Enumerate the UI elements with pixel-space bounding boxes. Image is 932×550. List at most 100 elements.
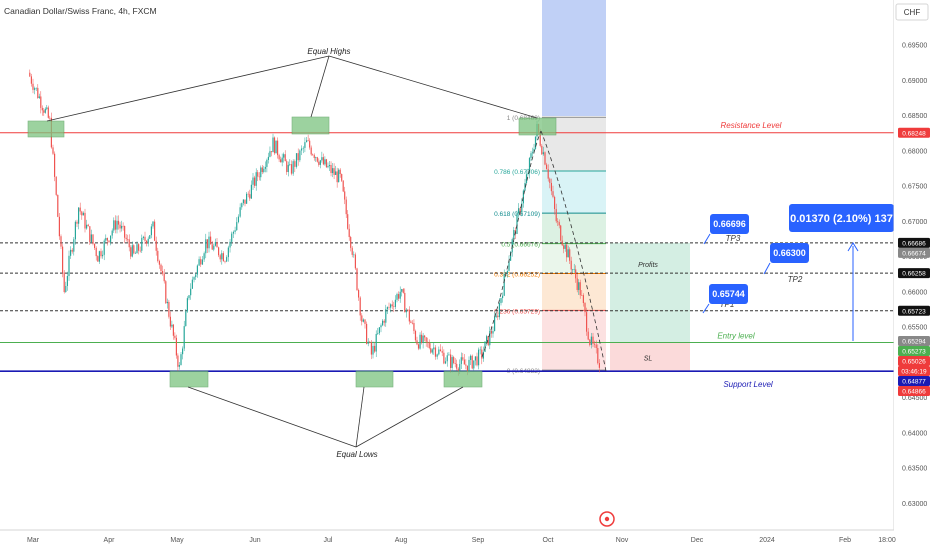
candle-body [257,172,259,177]
price-tag-label: 0.65026 [902,359,926,366]
events-icon[interactable] [599,511,615,527]
candle-body [419,334,421,349]
tp2-callout-box[interactable] [770,243,809,263]
candle-body [147,238,149,244]
fib-band [542,310,606,371]
candle-body [414,330,417,341]
candle-body [163,273,165,282]
candle-body [213,245,215,250]
candle-body [258,176,260,178]
candle-body [44,108,46,113]
long-position-tool[interactable]: Profits SL [610,242,690,372]
price-tag [898,237,930,248]
candle-body [510,252,512,261]
candle-body [236,222,238,231]
candle-body [460,357,462,365]
price-tag [898,247,930,258]
level-label: Entry level [717,332,755,341]
candle-body [185,311,187,327]
candle-body [495,315,497,317]
candle-body [356,268,358,291]
candle-body [322,157,324,165]
candle-body [114,220,116,230]
price-tag [898,336,930,347]
price-tick-label: 0.67500 [902,184,927,191]
candle-body [318,161,320,165]
candle-body [62,246,64,273]
candle-body [446,355,448,362]
candle-body [519,208,521,213]
time-tick-label: Oct [543,537,554,544]
candle-body [92,234,94,244]
plot-area[interactable] [0,0,894,530]
price-tag-label: 0.65294 [902,339,926,346]
candle-body [102,254,104,257]
candle-body [348,228,350,238]
candle-body [32,83,34,90]
candle-body [552,191,554,197]
candle-body [242,199,244,204]
price-tick-label: 0.67000 [902,219,927,226]
candle-body [141,237,143,251]
currency-button[interactable] [895,3,929,21]
candle-body [420,334,423,343]
candle-body [73,239,75,252]
candle-body [304,142,306,148]
candle-body [255,172,257,186]
candle-body [208,236,210,249]
zone-box [27,120,65,138]
stop-loss-zone[interactable] [610,342,690,372]
candle-body [391,304,393,307]
candle-body [310,147,312,155]
candle-body [84,212,86,229]
candle-body [434,347,437,357]
candle-body [34,88,36,90]
projection-up-curve [481,130,542,358]
candle-body [86,224,88,229]
candle-body [108,240,110,242]
candle-body [60,236,62,247]
candle-body [417,344,420,349]
candle-body [350,237,352,248]
measure-callout-box[interactable] [789,204,894,232]
candle-body [335,171,337,175]
fib-level-label: 0.236 (0.65729) [494,308,540,315]
candle-body [40,96,42,108]
time-tick-label: May [170,537,184,544]
horizontal-levels[interactable]: Resistance Level Support Level Entry level… [0,121,894,389]
candle-body [315,157,317,158]
candle-body [454,363,456,364]
fib-level-label: 0.786 (0.67706) [494,169,540,176]
tp1-callout-box[interactable] [709,284,748,304]
candle-body [473,360,475,369]
candle-body [586,312,588,332]
candle-body [133,245,135,254]
candle-body [224,261,226,262]
candle-body [476,356,478,366]
candle-body [369,341,371,343]
time-tick-label: Jun [249,537,260,544]
candle-body [90,234,92,242]
candle-body [46,107,48,109]
candle-body [229,241,231,248]
candle-body [260,167,262,178]
tp3-callout-box[interactable] [710,214,749,234]
tp2-callout-pointer [763,262,771,275]
profit-zone[interactable] [610,242,690,343]
candle-body [177,355,179,367]
candle-body [358,290,360,298]
candle-body [546,164,548,170]
candle-body [438,349,440,355]
candle-body [313,154,315,158]
currency-label: CHF [904,8,921,17]
candle-body [252,177,254,185]
candle-body [205,239,207,254]
price-tick-label: 0.65500 [902,325,927,332]
candle-body [533,148,535,153]
candle-body [393,306,395,307]
candle-body [394,299,396,307]
candle-body [210,236,212,245]
fib-band [542,213,606,244]
price-tag-label: 0.66674 [902,250,926,257]
